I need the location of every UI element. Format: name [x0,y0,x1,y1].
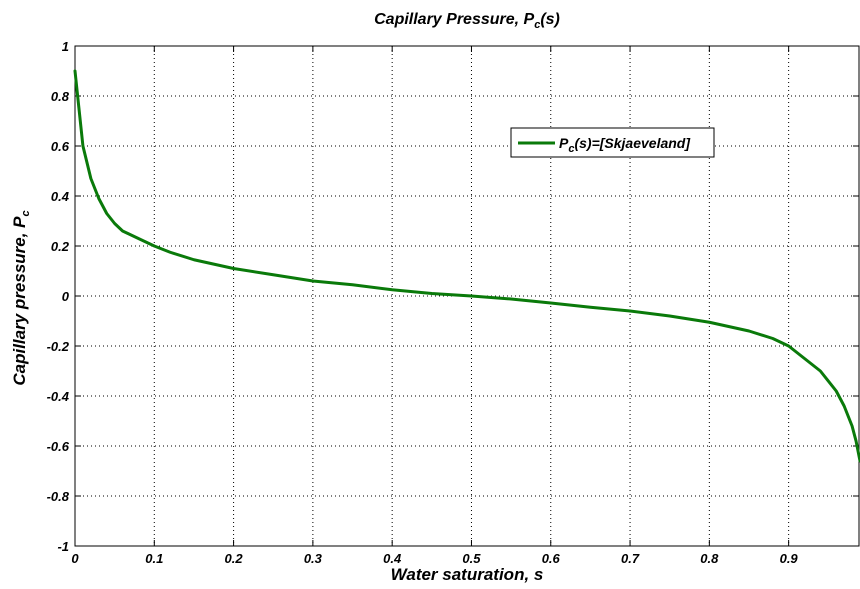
x-tick-label: 0.4 [383,551,402,566]
y-axis-label: Capillary pressure, Pc [10,210,32,385]
x-tick-label: 0.9 [780,551,799,566]
x-tick-label: 0.7 [621,551,640,566]
y-tick-label: -0.2 [47,339,70,354]
x-tick-label: 0.6 [542,551,561,566]
y-tick-label: 0.8 [51,89,70,104]
x-tick-label: 0.8 [700,551,719,566]
y-tick-label: -0.8 [47,489,70,504]
y-tick-label: 0 [62,289,70,304]
chart-title: Capillary Pressure, Pc(s) [374,11,560,31]
x-tick-label: 0 [71,551,79,566]
y-tick-label: 0.6 [51,139,70,154]
x-tick-label: 0.3 [304,551,323,566]
legend-entry-label: Pc(s)=[Skjaeveland] [559,135,691,155]
series-line-skjaeveland [73,69,860,463]
x-axis-label: Water saturation, s [391,565,544,584]
y-tick-label: 0.2 [51,239,70,254]
axis-ticks [74,45,859,547]
x-tick-label: 0.1 [145,551,163,566]
legend: Pc(s)=[Skjaeveland] [510,127,715,158]
y-tick-labels: -1 -0.8 -0.6 -0.4 -0.2 0 0.2 0.4 0.6 0.8 1 [47,39,70,554]
y-tick-label: -1 [57,539,69,554]
y-tick-label: 1 [62,39,69,54]
y-tick-label: -0.6 [47,439,70,454]
x-tick-label: 0.2 [225,551,244,566]
x-tick-label: 0.5 [462,551,481,566]
y-tick-label: 0.4 [51,189,70,204]
x-tick-labels: 0 0.1 0.2 0.3 0.4 0.5 0.6 0.7 0.8 0.9 [71,551,798,566]
y-tick-label: -0.4 [47,389,70,404]
